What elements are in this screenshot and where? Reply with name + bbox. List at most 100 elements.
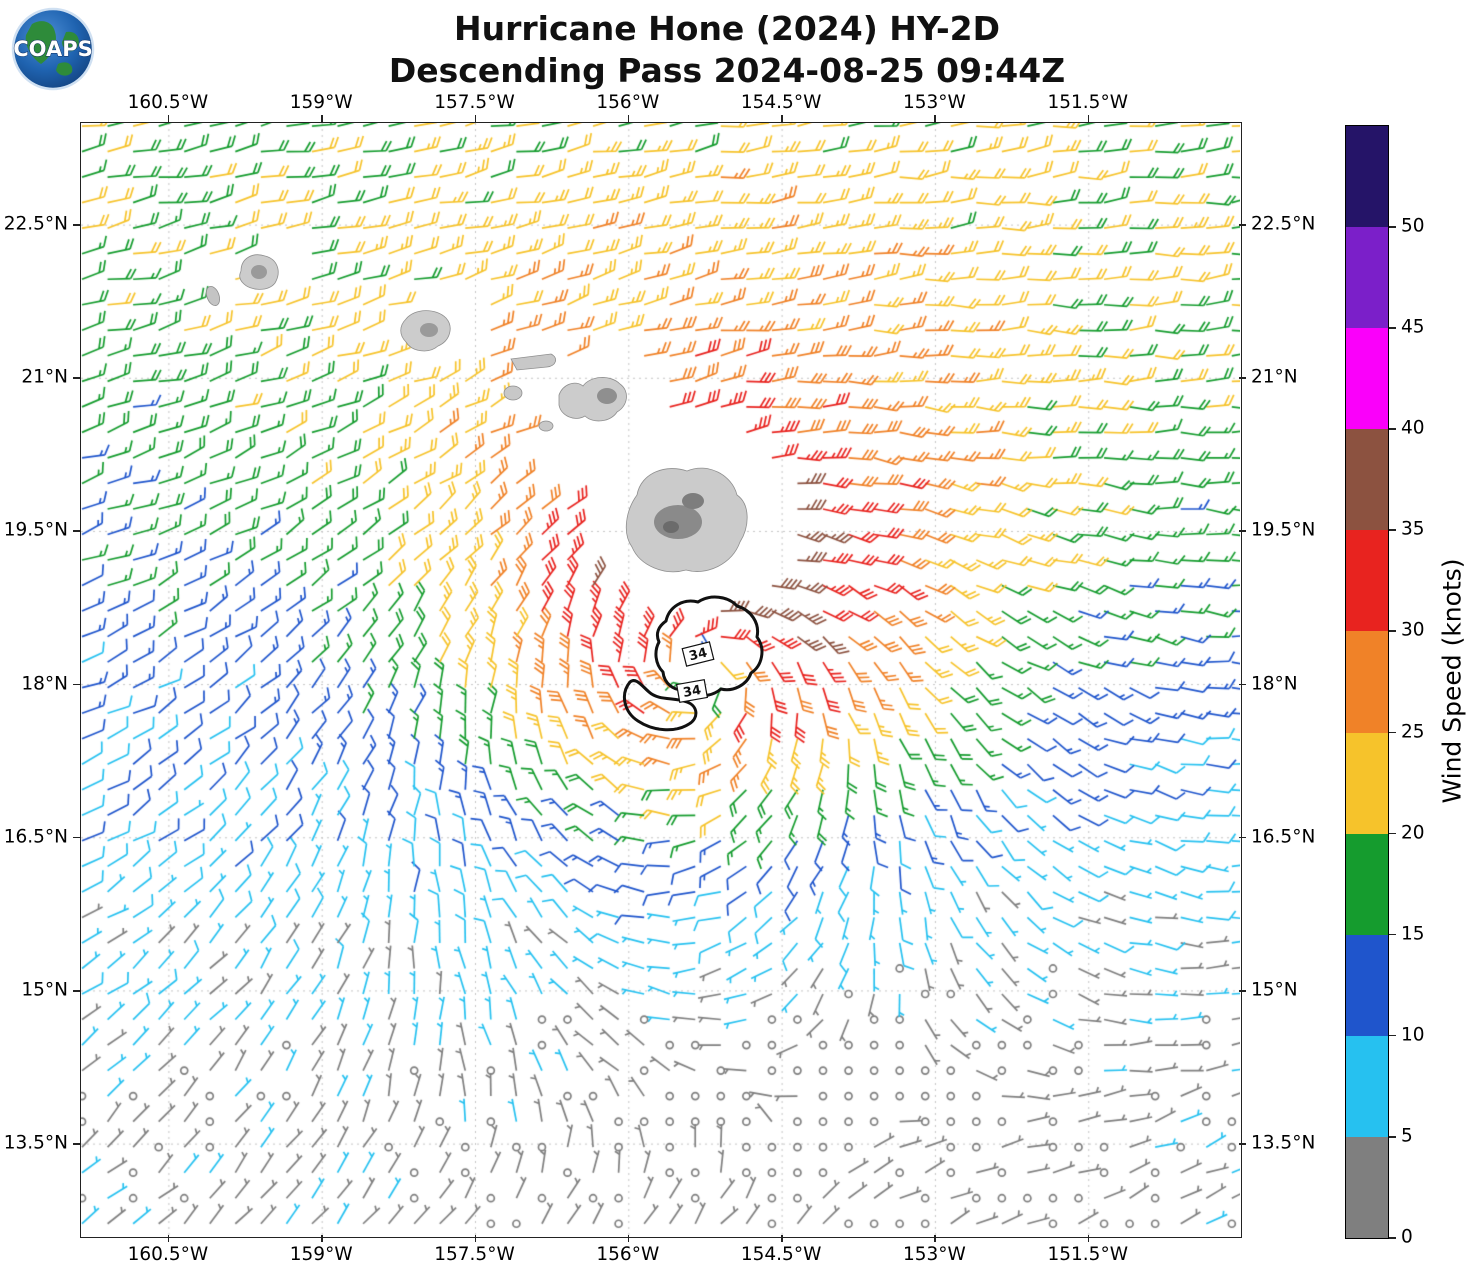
lon-tick-mark [627, 115, 630, 122]
lat-tick-mark [73, 1143, 80, 1145]
colorbar-segment-50-55kt [1346, 125, 1388, 228]
colorbar-tick-mark [1389, 630, 1396, 633]
colorbar-segment-15-20kt [1346, 833, 1388, 935]
lon-tick-label-top: 160.5°W [127, 92, 209, 113]
colorbar-tick-label: 40 [1401, 417, 1425, 439]
lat-tick-label-right: 19.5°N [1251, 519, 1316, 541]
colorbar-segment-20-25kt [1346, 732, 1388, 834]
lon-tick-mark [627, 1235, 630, 1242]
lon-tick-mark [474, 115, 477, 122]
lon-tick-label-top: 157.5°W [434, 92, 515, 113]
title-line-1: Hurricane Hone (2024) HY-2D [453, 9, 1001, 48]
colorbar-tick-mark [1389, 428, 1396, 430]
logo-text: COAPS [13, 37, 92, 61]
continent-shape [56, 62, 73, 76]
wind-barb-field-canvas [81, 123, 1240, 1236]
lat-tick-label-right: 13.5°N [1251, 1132, 1316, 1154]
lon-tick-mark [167, 115, 170, 122]
lat-tick-mark [1239, 989, 1246, 992]
lon-tick-mark [474, 1235, 477, 1242]
colorbar-segment-40-45kt [1346, 328, 1388, 430]
lon-tick-label-top: 153°W [902, 92, 966, 113]
map-plot-area: 34 34 [80, 122, 1242, 1238]
lat-tick-mark [73, 836, 80, 839]
colorbar-tick-label: 45 [1401, 316, 1425, 338]
lat-tick-mark [73, 989, 80, 992]
lat-tick-mark [1239, 683, 1246, 686]
colorbar-tick-mark [1389, 832, 1396, 835]
colorbar-tick-label: 20 [1401, 822, 1425, 844]
lat-tick-label-right: 16.5°N [1251, 826, 1316, 848]
lon-tick-mark [934, 115, 937, 122]
lat-tick-label-right: 18°N [1251, 673, 1298, 695]
lon-tick-label-top: 154.5°W [740, 92, 822, 113]
colorbar-tick-label: 5 [1401, 1125, 1413, 1147]
colorbar-tick-mark [1389, 731, 1396, 734]
colorbar-tick-mark [1389, 1237, 1396, 1239]
colorbar-segment-5-10kt [1346, 1035, 1388, 1137]
lat-tick-mark [1239, 224, 1246, 226]
colorbar-tick-label: 35 [1401, 518, 1425, 540]
title-line-2: Descending Pass 2024-08-25 09:44Z [388, 51, 1066, 91]
colorbar-segment-25-30kt [1346, 631, 1388, 733]
figure-title: Hurricane Hone (2024) HY-2D Descending P… [0, 8, 1454, 92]
lat-tick-mark [73, 530, 80, 533]
coaps-logo: COAPS [11, 7, 95, 91]
lon-tick-mark [1087, 1235, 1090, 1242]
lon-tick-mark [1087, 115, 1090, 122]
lon-tick-label-bottom: 151.5°W [1047, 1244, 1128, 1264]
colorbar-segment-45-50kt [1346, 227, 1388, 329]
lat-tick-label-left: 19.5°N [3, 519, 68, 541]
lat-tick-label-right: 21°N [1251, 366, 1298, 388]
lon-tick-mark [321, 115, 323, 122]
lat-tick-label-left: 18°N [21, 673, 68, 695]
colorbar-tick-mark [1389, 933, 1396, 936]
lon-tick-mark [321, 1235, 323, 1242]
lon-tick-mark [167, 1235, 170, 1242]
colorbar-tick-mark [1389, 529, 1396, 531]
colorbar [1345, 125, 1389, 1239]
colorbar-tick-label: 10 [1401, 1024, 1425, 1046]
lat-tick-label-right: 15°N [1251, 979, 1298, 1001]
colorbar-segment-0-5kt [1346, 1136, 1388, 1238]
lat-tick-label-left: 13.5°N [3, 1132, 68, 1154]
colorbar-tick-mark [1389, 1135, 1396, 1138]
lat-tick-label-right: 22.5°N [1251, 213, 1316, 235]
colorbar-segment-10-15kt [1346, 934, 1388, 1036]
lat-tick-mark [1239, 1143, 1246, 1145]
lon-tick-label-bottom: 160.5°W [127, 1244, 209, 1264]
lon-tick-label-top: 151.5°W [1047, 92, 1128, 113]
lon-tick-label-top: 156°W [596, 92, 660, 113]
lat-tick-label-left: 16.5°N [3, 826, 68, 848]
colorbar-tick-label: 25 [1401, 721, 1425, 743]
lon-tick-label-bottom: 156°W [596, 1244, 660, 1264]
lat-tick-mark [1239, 530, 1246, 533]
lat-tick-label-left: 15°N [21, 979, 68, 1001]
lat-tick-mark [73, 683, 80, 686]
lat-tick-label-left: 21°N [21, 366, 68, 388]
colorbar-tick-mark [1389, 226, 1396, 228]
lat-tick-mark [1239, 836, 1246, 839]
colorbar-tick-mark [1389, 1034, 1396, 1037]
lon-tick-mark [934, 1235, 937, 1242]
colorbar-tick-label: 50 [1401, 215, 1425, 237]
lon-tick-label-bottom: 153°W [902, 1244, 966, 1264]
lat-tick-mark [73, 224, 80, 226]
colorbar-title: Wind Speed (knots) [1437, 558, 1467, 804]
lat-tick-mark [73, 377, 80, 379]
colorbar-segment-30-35kt [1346, 530, 1388, 632]
colorbar-tick-label: 0 [1401, 1226, 1413, 1248]
lon-tick-label-bottom: 157.5°W [434, 1244, 515, 1264]
colorbar-tick-mark [1389, 327, 1396, 329]
colorbar-tick-label: 30 [1401, 619, 1425, 641]
lon-tick-label-top: 159°W [289, 92, 353, 113]
colorbar-segment-35-40kt [1346, 429, 1388, 531]
lon-tick-label-bottom: 159°W [289, 1244, 353, 1264]
lat-tick-label-left: 22.5°N [3, 213, 68, 235]
colorbar-tick-label: 15 [1401, 923, 1425, 945]
lat-tick-mark [1239, 377, 1246, 379]
continent-shape [25, 21, 56, 64]
lon-tick-mark [781, 115, 783, 122]
lon-tick-label-bottom: 154.5°W [740, 1244, 822, 1264]
